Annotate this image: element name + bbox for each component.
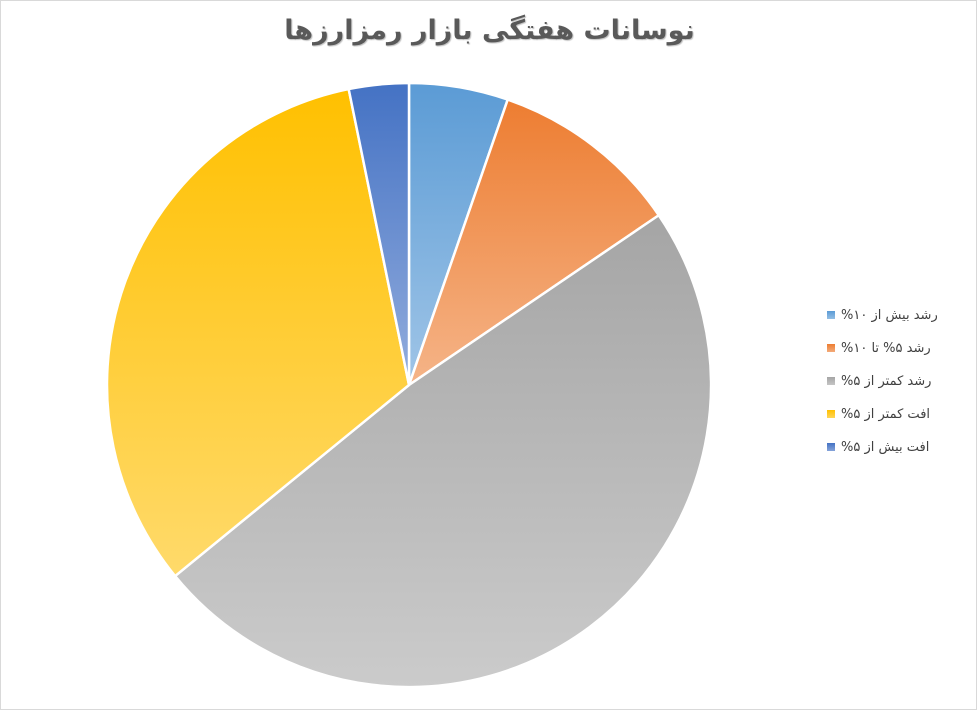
legend-label-3: رشد کمتر از ۵% — [841, 373, 932, 389]
pie-slice-3 — [173, 214, 713, 689]
chart-title: نوسانات هفتگی بازار رمزارزها — [284, 15, 695, 46]
legend-swatch-5 — [827, 443, 835, 451]
legend-item-3: رشد کمتر از ۵% — [815, 371, 965, 391]
legend-item-5: افت بیش از ۵% — [815, 437, 965, 457]
legend-swatch-4 — [827, 410, 835, 418]
legend: رشد بیش از ۱۰% رشد ۵% تا ۱۰% رشد کمتر از… — [815, 295, 965, 471]
legend-item-2: رشد ۵% تا ۱۰% — [815, 338, 965, 358]
legend-label-4: افت کمتر از ۵% — [841, 406, 931, 422]
legend-item-4: افت کمتر از ۵% — [815, 404, 965, 424]
pie-slice-5 — [347, 81, 411, 387]
pie-slice-2 — [407, 98, 661, 387]
legend-label-5: افت بیش از ۵% — [841, 439, 930, 455]
legend-label-2: رشد ۵% تا ۱۰% — [841, 340, 931, 356]
pie-slice-4 — [105, 87, 411, 578]
legend-label-1: رشد بیش از ۱۰% — [841, 307, 938, 323]
legend-swatch-3 — [827, 377, 835, 385]
legend-swatch-2 — [827, 344, 835, 352]
legend-item-1: رشد بیش از ۱۰% — [815, 305, 965, 325]
legend-swatch-1 — [827, 311, 835, 319]
